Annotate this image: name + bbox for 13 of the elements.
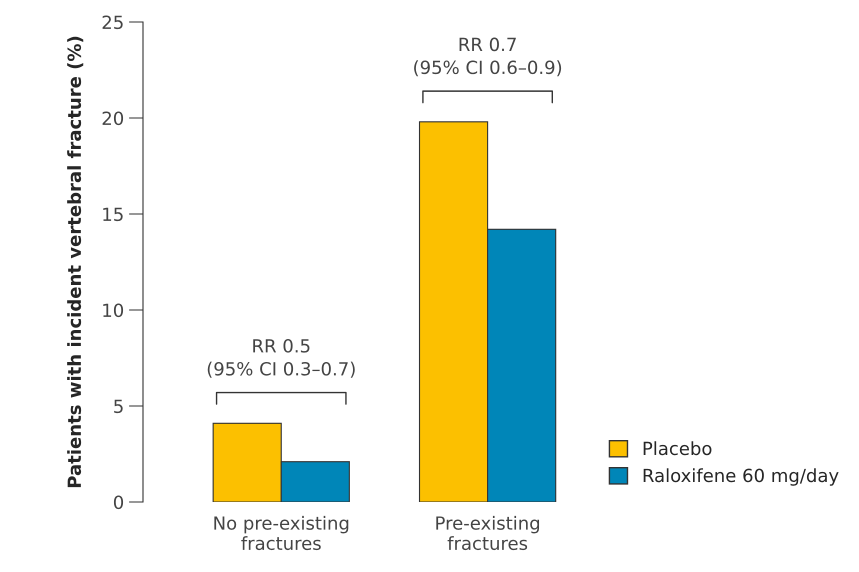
y-tick-label: 15: [103, 208, 123, 222]
y-tick-label: 5: [114, 400, 123, 414]
y-tick-label: 20: [102, 111, 124, 126]
y-tick-label: 10: [103, 303, 124, 318]
y-tick-label: 25: [102, 15, 123, 30]
annotation: RR 0.7 (95% CI 0.6–0.9): [414, 38, 562, 76]
x-tick-label: No pre-existing fractures: [214, 516, 348, 550]
x-tick-label: Pre-existing fractures: [436, 516, 540, 550]
annotation: RR 0.5 (95% CI 0.3–0.7): [208, 339, 355, 378]
y-axis-title: Patients with incident vertebral fracture (%): [67, 36, 84, 488]
y-tick-label: 0: [114, 495, 124, 510]
legend-label: Raloxifene 60 mg/day: [644, 468, 839, 486]
legend-label: Placebo: [644, 441, 712, 456]
